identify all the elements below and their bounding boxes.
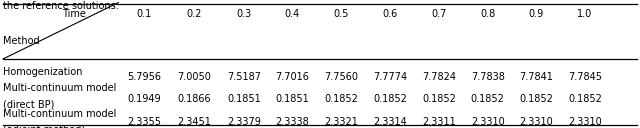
Text: 2.3310: 2.3310 — [471, 117, 504, 127]
Text: 2.3338: 2.3338 — [275, 117, 308, 127]
Text: Multi-continuum model: Multi-continuum model — [3, 83, 116, 93]
Text: Time: Time — [61, 9, 86, 19]
Text: Multi-continuum model: Multi-continuum model — [3, 109, 116, 119]
Text: 7.7560: 7.7560 — [324, 72, 358, 82]
Text: 2.3355: 2.3355 — [127, 117, 161, 127]
Text: Method: Method — [3, 36, 40, 46]
Text: 2.3310: 2.3310 — [520, 117, 553, 127]
Text: 0.1866: 0.1866 — [177, 94, 211, 104]
Text: 7.7016: 7.7016 — [275, 72, 308, 82]
Text: 0.1851: 0.1851 — [227, 94, 260, 104]
Text: 2.3310: 2.3310 — [568, 117, 602, 127]
Text: 0.1949: 0.1949 — [127, 94, 161, 104]
Text: 0.6: 0.6 — [383, 9, 398, 19]
Text: 7.5187: 7.5187 — [227, 72, 261, 82]
Text: 0.1852: 0.1852 — [324, 94, 358, 104]
Text: 0.2: 0.2 — [186, 9, 202, 19]
Text: 0.4: 0.4 — [284, 9, 300, 19]
Text: 0.1852: 0.1852 — [422, 94, 456, 104]
Text: 7.7824: 7.7824 — [422, 72, 456, 82]
Text: (direct BP): (direct BP) — [3, 100, 54, 110]
Text: 7.7845: 7.7845 — [568, 72, 602, 82]
Text: 1.0: 1.0 — [577, 9, 593, 19]
Text: 0.7: 0.7 — [431, 9, 447, 19]
Text: 2.3311: 2.3311 — [422, 117, 456, 127]
Text: 7.7841: 7.7841 — [520, 72, 553, 82]
Text: (adjoint method): (adjoint method) — [3, 125, 85, 128]
Text: 0.1: 0.1 — [136, 9, 152, 19]
Text: 0.9: 0.9 — [529, 9, 544, 19]
Text: 0.1852: 0.1852 — [374, 94, 407, 104]
Text: 2.3321: 2.3321 — [324, 117, 358, 127]
Text: the reference solutions.: the reference solutions. — [3, 1, 119, 11]
Text: 0.8: 0.8 — [480, 9, 495, 19]
Text: 0.1852: 0.1852 — [520, 94, 553, 104]
Text: Homogenization: Homogenization — [3, 67, 83, 77]
Text: 5.7956: 5.7956 — [127, 72, 161, 82]
Text: 2.3379: 2.3379 — [227, 117, 260, 127]
Text: 0.1852: 0.1852 — [471, 94, 504, 104]
Text: 0.3: 0.3 — [236, 9, 252, 19]
Text: 7.0050: 7.0050 — [177, 72, 211, 82]
Text: 2.3451: 2.3451 — [177, 117, 211, 127]
Text: 0.1852: 0.1852 — [568, 94, 602, 104]
Text: 7.7838: 7.7838 — [471, 72, 504, 82]
Text: 2.3314: 2.3314 — [374, 117, 407, 127]
Text: 0.1851: 0.1851 — [275, 94, 308, 104]
Text: 7.7774: 7.7774 — [373, 72, 408, 82]
Text: 0.5: 0.5 — [333, 9, 349, 19]
